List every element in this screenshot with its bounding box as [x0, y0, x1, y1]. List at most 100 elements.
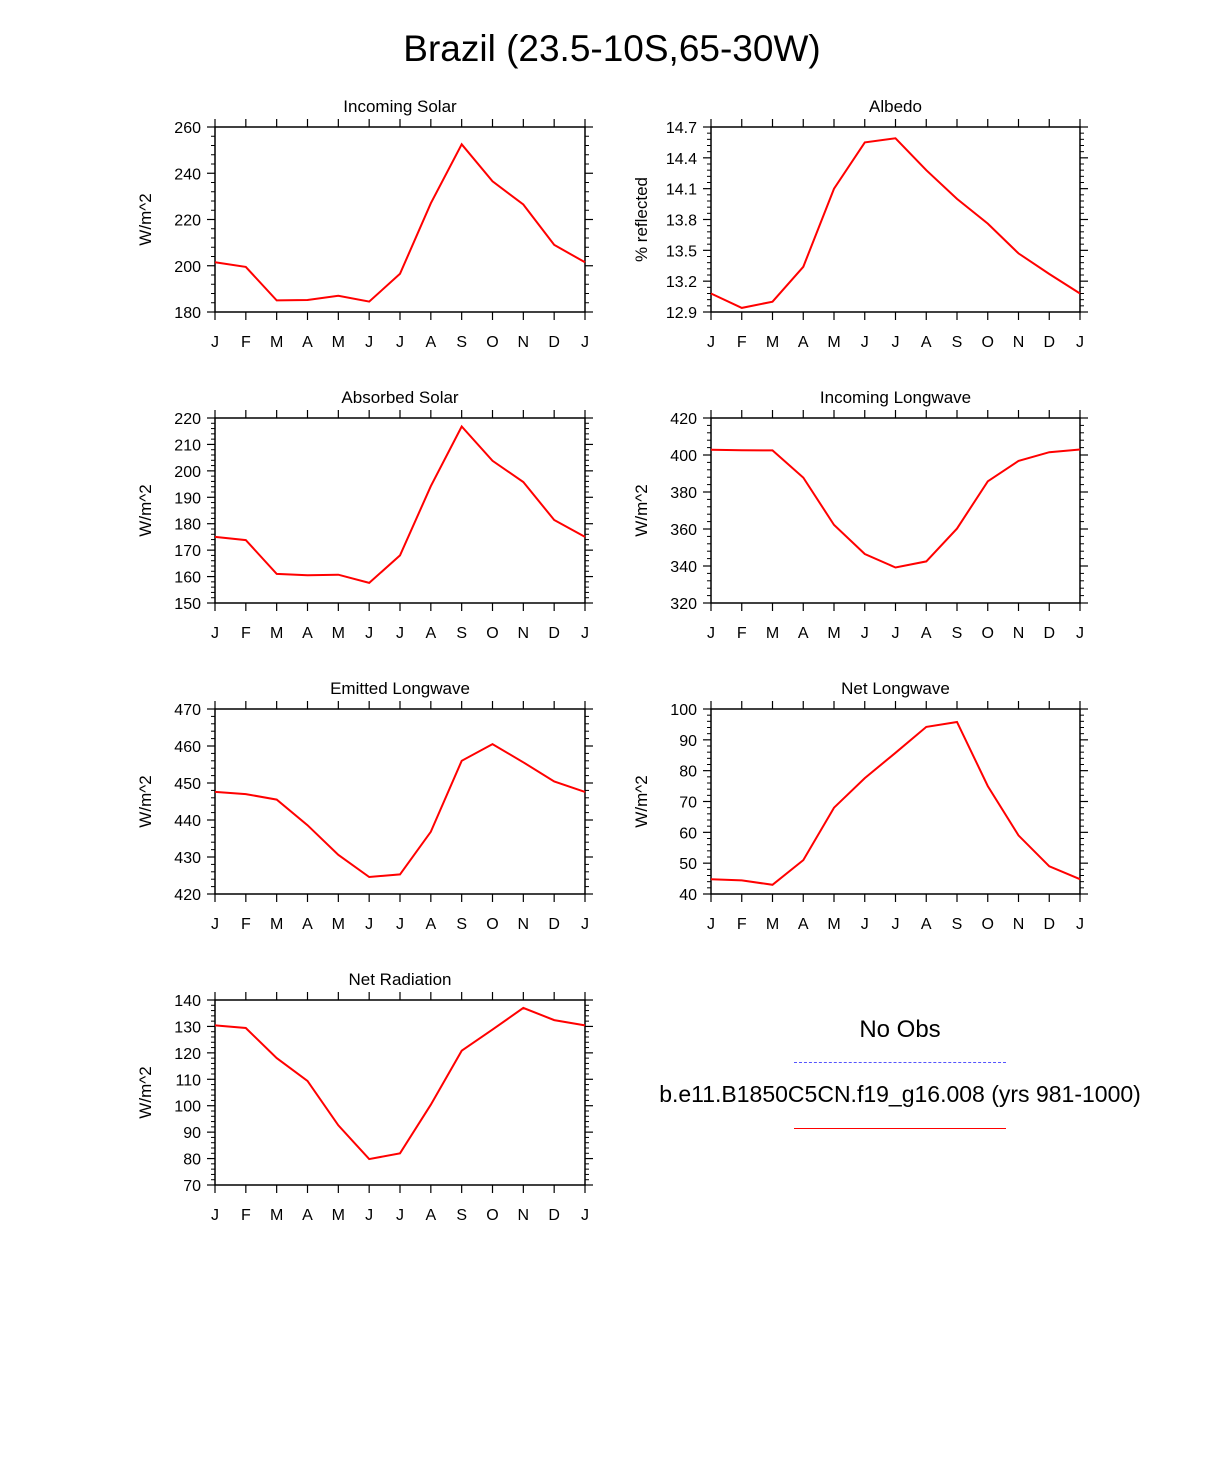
x-tick-label: J: [581, 1207, 589, 1224]
x-tick-label: O: [486, 1207, 498, 1224]
chart-title: Net Radiation: [348, 970, 451, 989]
y-tick-label: 400: [670, 448, 697, 465]
chart-title: Emitted Longwave: [330, 679, 470, 698]
y-axis-label: W/m^2: [136, 193, 155, 245]
chart-panel-4: J F M A M J J A S O N D J 420 430 440 450 460 470 Emitted L…: [136, 679, 593, 933]
plot-frame: [710, 126, 1081, 313]
y-tick-label: 320: [670, 596, 697, 613]
x-tick-label: N: [518, 334, 530, 351]
y-axis-label: W/m^2: [136, 775, 155, 827]
x-tick-label: D: [548, 334, 560, 351]
x-tick-label: D: [1043, 334, 1055, 351]
chart-title: Incoming Solar: [343, 97, 457, 116]
x-tick-label: M: [332, 625, 345, 642]
x-tick-label: A: [798, 625, 809, 642]
y-tick-label: 200: [174, 464, 201, 481]
x-tick-label: F: [737, 334, 747, 351]
x-tick-label: F: [737, 625, 747, 642]
x-tick-label: A: [921, 334, 932, 351]
x-tick-label: A: [798, 916, 809, 933]
series-line: [214, 1006, 586, 1161]
plot-frame: [214, 126, 586, 313]
x-tick-label: J: [1076, 334, 1084, 351]
chart-title: Incoming Longwave: [820, 388, 971, 407]
y-tick-label: 60: [679, 825, 697, 842]
y-tick-label: 220: [174, 213, 201, 230]
chart-title: Albedo: [869, 97, 922, 116]
y-tick-label: 50: [679, 856, 697, 873]
x-tick-label: O: [486, 916, 498, 933]
x-tick-label: M: [766, 625, 779, 642]
chart-panel-2: J F M A M J J A S O N D J 150 160 170 180 190 200 210 220 Abs…: [136, 388, 593, 642]
x-tick-label: J: [211, 625, 219, 642]
chart-panel-3: J F M A M J J A S O N D J 320 340 360 380 400 420 Incoming …: [632, 388, 1088, 642]
y-tick-label: 460: [174, 739, 201, 756]
x-tick-label: J: [1076, 625, 1084, 642]
x-tick-label: J: [581, 334, 589, 351]
series-line: [710, 137, 1081, 309]
plot-frame: [214, 999, 586, 1186]
legend-case-line: [794, 1128, 1006, 1129]
y-tick-label: 470: [174, 702, 201, 719]
legend-obs-label: No Obs: [859, 1016, 941, 1043]
x-tick-label: M: [332, 916, 345, 933]
x-tick-label: M: [827, 916, 840, 933]
x-tick-label: M: [766, 916, 779, 933]
x-tick-label: A: [302, 916, 313, 933]
y-tick-label: 14.7: [666, 120, 697, 137]
x-tick-label: F: [241, 1207, 251, 1224]
y-tick-label: 200: [174, 259, 201, 276]
x-tick-label: S: [952, 334, 963, 351]
x-tick-label: J: [396, 916, 404, 933]
y-tick-label: 13.8: [666, 213, 697, 230]
x-tick-label: J: [581, 625, 589, 642]
series-line: [214, 742, 586, 879]
y-tick-label: 80: [183, 1152, 201, 1169]
x-tick-label: D: [1043, 625, 1055, 642]
y-tick-label: 220: [174, 411, 201, 428]
y-tick-label: 13.5: [666, 243, 697, 260]
x-tick-label: M: [827, 625, 840, 642]
chart-panel-1: J F M A M J J A S O N D J 12.9 13.2 13.5 13.8 14.1 14.4 14.…: [632, 97, 1088, 351]
x-tick-label: J: [892, 334, 900, 351]
x-tick-label: O: [982, 334, 994, 351]
chart-panel-6: J F M A M J J A S O N D J 70 80 90 100 110 120 130 140 Net Ra…: [136, 970, 593, 1224]
y-tick-label: 180: [174, 517, 201, 534]
x-tick-label: J: [211, 334, 219, 351]
y-tick-label: 110: [175, 1072, 201, 1089]
legend-case-label: b.e11.B1850C5CN.f19_g16.008 (yrs 981-100…: [659, 1081, 1141, 1107]
y-tick-label: 260: [174, 120, 201, 137]
legend-obs-line: [794, 1062, 1006, 1063]
x-tick-label: A: [798, 334, 809, 351]
y-tick-label: 70: [183, 1178, 201, 1195]
x-tick-label: J: [707, 625, 715, 642]
y-tick-label: 140: [174, 993, 201, 1010]
x-tick-label: S: [456, 1207, 467, 1224]
x-tick-label: J: [211, 1207, 219, 1224]
chart-title: Net Longwave: [841, 679, 950, 698]
y-tick-label: 40: [679, 887, 697, 904]
page-title: Brazil (23.5-10S,65-30W): [403, 28, 821, 69]
x-tick-label: S: [456, 916, 467, 933]
x-tick-label: S: [456, 334, 467, 351]
x-tick-label: M: [270, 916, 283, 933]
x-tick-label: A: [302, 1207, 313, 1224]
y-tick-label: 160: [174, 570, 201, 587]
x-tick-label: F: [737, 916, 747, 933]
y-axis-label: W/m^2: [136, 1066, 155, 1118]
series-line: [710, 448, 1081, 569]
plot-frame: [214, 708, 586, 895]
x-tick-label: J: [211, 916, 219, 933]
x-tick-label: A: [921, 916, 932, 933]
y-tick-label: 120: [174, 1046, 201, 1063]
x-tick-label: S: [952, 916, 963, 933]
plot-frame: [214, 417, 586, 604]
x-tick-label: J: [707, 916, 715, 933]
y-tick-label: 210: [174, 437, 201, 454]
x-tick-label: O: [982, 916, 994, 933]
y-axis-label: % reflected: [632, 177, 651, 262]
y-tick-label: 100: [670, 702, 697, 719]
y-tick-label: 430: [174, 850, 201, 867]
x-tick-label: J: [396, 1207, 404, 1224]
y-tick-label: 80: [679, 764, 697, 781]
